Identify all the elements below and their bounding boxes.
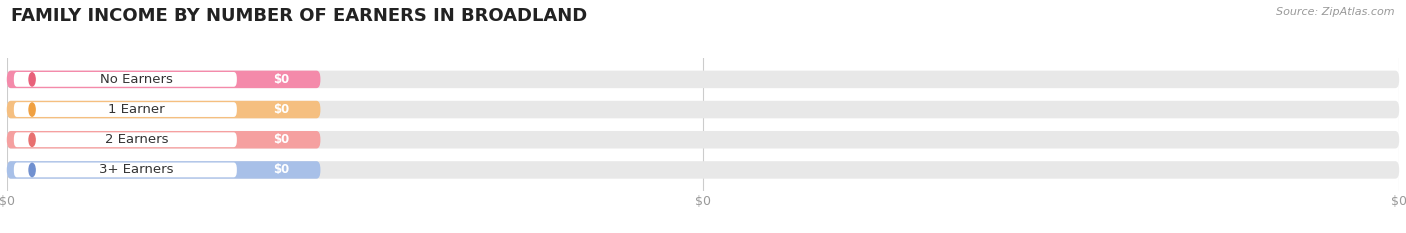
Text: FAMILY INCOME BY NUMBER OF EARNERS IN BROADLAND: FAMILY INCOME BY NUMBER OF EARNERS IN BR…	[11, 7, 588, 25]
Text: $0: $0	[273, 163, 290, 176]
Circle shape	[30, 133, 35, 146]
Text: Source: ZipAtlas.com: Source: ZipAtlas.com	[1277, 7, 1395, 17]
FancyBboxPatch shape	[14, 102, 236, 117]
Text: 3+ Earners: 3+ Earners	[100, 163, 174, 176]
FancyBboxPatch shape	[7, 71, 321, 88]
FancyBboxPatch shape	[14, 132, 236, 147]
FancyBboxPatch shape	[7, 161, 1399, 179]
FancyBboxPatch shape	[14, 163, 236, 177]
Text: $0: $0	[273, 103, 290, 116]
Text: $0: $0	[273, 133, 290, 146]
Text: No Earners: No Earners	[100, 73, 173, 86]
FancyBboxPatch shape	[7, 71, 1399, 88]
FancyBboxPatch shape	[7, 161, 321, 179]
Text: 1 Earner: 1 Earner	[108, 103, 165, 116]
Circle shape	[30, 163, 35, 177]
FancyBboxPatch shape	[14, 72, 236, 87]
FancyBboxPatch shape	[7, 131, 321, 148]
Text: 2 Earners: 2 Earners	[104, 133, 169, 146]
Text: $0: $0	[273, 73, 290, 86]
FancyBboxPatch shape	[7, 101, 321, 118]
FancyBboxPatch shape	[7, 101, 1399, 118]
Circle shape	[30, 73, 35, 86]
FancyBboxPatch shape	[7, 131, 1399, 148]
Circle shape	[30, 103, 35, 116]
